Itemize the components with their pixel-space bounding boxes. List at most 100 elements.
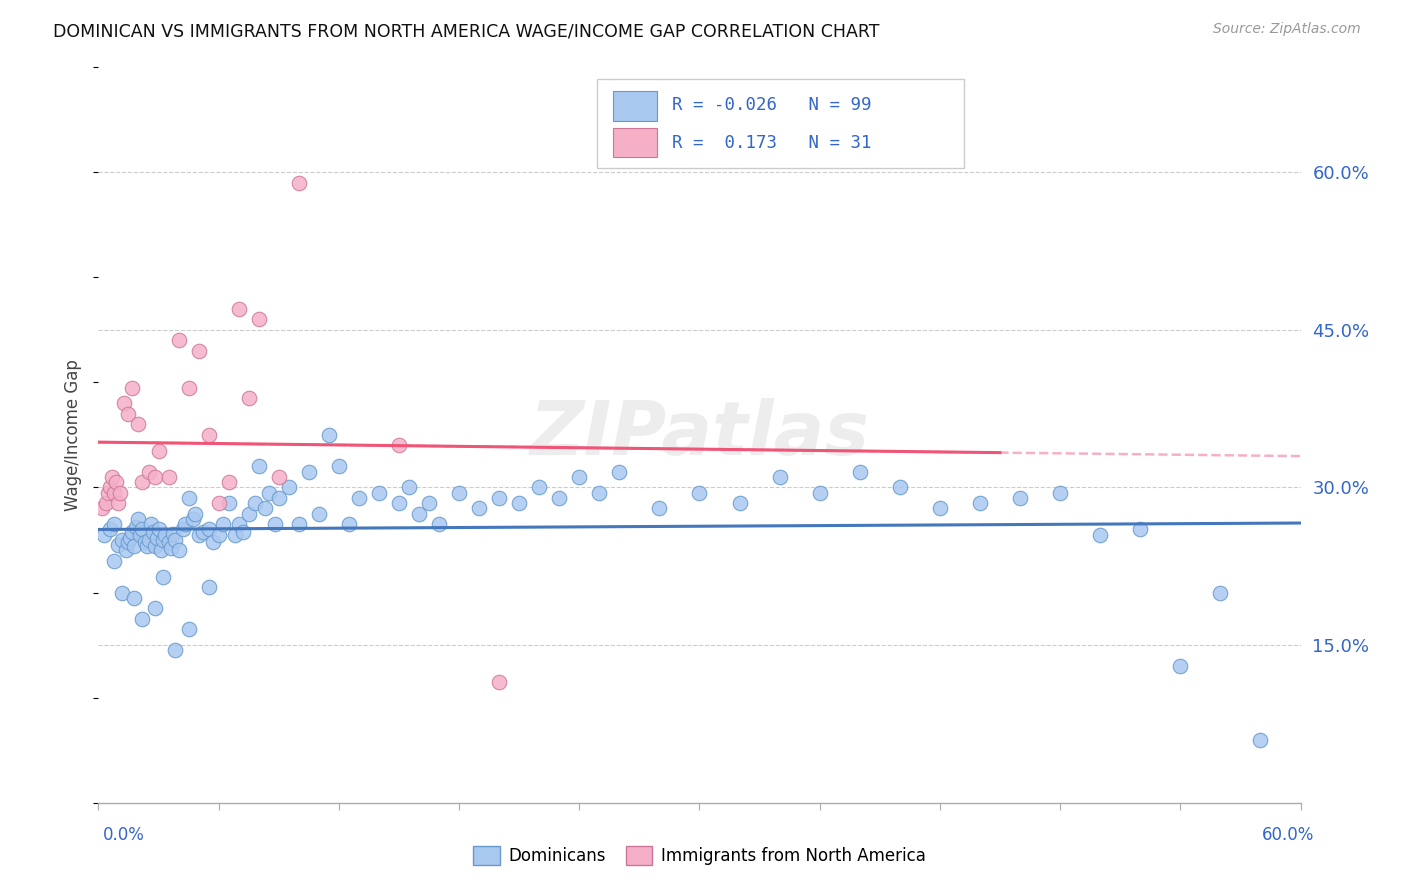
Point — [187, 527, 209, 541]
Point — [153, 527, 176, 541]
Point — [120, 531, 142, 545]
Point — [128, 512, 150, 526]
Point — [100, 480, 122, 494]
Point — [298, 465, 321, 479]
Point — [163, 533, 186, 547]
Point — [177, 491, 200, 505]
Point — [172, 523, 194, 537]
Text: 0.0%: 0.0% — [103, 826, 145, 844]
Point — [121, 524, 143, 539]
Point — [121, 380, 143, 394]
Point — [218, 496, 240, 510]
Point — [568, 470, 591, 484]
Point — [228, 301, 250, 316]
Point — [288, 176, 311, 190]
Point — [96, 496, 118, 510]
Point — [243, 496, 266, 510]
Text: DOMINICAN VS IMMIGRANTS FROM NORTH AMERICA WAGE/INCOME GAP CORRELATION CHART: DOMINICAN VS IMMIGRANTS FROM NORTH AMERI… — [53, 22, 880, 40]
Point — [115, 543, 138, 558]
Point — [447, 485, 470, 500]
Point — [181, 512, 204, 526]
Point — [488, 674, 510, 689]
Text: R =  0.173   N = 31: R = 0.173 N = 31 — [672, 135, 872, 153]
Point — [1250, 732, 1272, 747]
Point — [238, 507, 260, 521]
Point — [211, 517, 233, 532]
Point — [91, 501, 114, 516]
Point — [134, 535, 156, 549]
Point — [141, 524, 163, 539]
FancyBboxPatch shape — [598, 78, 965, 169]
Point — [388, 438, 411, 452]
Point — [145, 531, 167, 545]
Point — [548, 491, 571, 505]
Point — [1010, 491, 1032, 505]
Point — [107, 496, 129, 510]
Point — [247, 459, 270, 474]
FancyBboxPatch shape — [613, 128, 658, 157]
Point — [135, 539, 157, 553]
Point — [187, 343, 209, 358]
Y-axis label: Wage/Income Gap: Wage/Income Gap — [65, 359, 83, 511]
Point — [768, 470, 790, 484]
Point — [228, 517, 250, 532]
Point — [253, 501, 276, 516]
Point — [124, 539, 146, 553]
Point — [368, 485, 391, 500]
Text: Source: ZipAtlas.com: Source: ZipAtlas.com — [1213, 22, 1361, 37]
Point — [93, 527, 115, 541]
Point — [111, 585, 134, 599]
Point — [177, 623, 200, 637]
Point — [468, 501, 491, 516]
Point — [103, 517, 125, 532]
Point — [318, 427, 340, 442]
Point — [529, 480, 551, 494]
Point — [263, 517, 285, 532]
Point — [969, 496, 991, 510]
Point — [111, 533, 134, 547]
Point — [139, 517, 162, 532]
Point — [1170, 659, 1192, 673]
Point — [408, 507, 430, 521]
Point — [889, 480, 911, 494]
Point — [124, 591, 146, 605]
Point — [1088, 527, 1111, 541]
Point — [131, 523, 153, 537]
Point — [418, 496, 440, 510]
Point — [148, 443, 170, 458]
Point — [388, 496, 411, 510]
Point — [167, 543, 190, 558]
Point — [131, 612, 153, 626]
Point — [152, 533, 174, 547]
Point — [131, 475, 153, 490]
Point — [648, 501, 671, 516]
Point — [849, 465, 872, 479]
Point — [138, 465, 160, 479]
Point — [257, 485, 280, 500]
Point — [218, 475, 240, 490]
Point — [105, 475, 128, 490]
Point — [808, 485, 831, 500]
Point — [197, 580, 219, 594]
Legend: Dominicans, Immigrants from North America: Dominicans, Immigrants from North Americ… — [467, 839, 932, 871]
Point — [100, 523, 122, 537]
Point — [143, 470, 166, 484]
Point — [152, 570, 174, 584]
Point — [267, 491, 290, 505]
Point — [224, 527, 246, 541]
Point — [1129, 523, 1152, 537]
Point — [208, 496, 231, 510]
Point — [143, 539, 166, 553]
Point — [163, 643, 186, 657]
Point — [267, 470, 290, 484]
Point — [688, 485, 710, 500]
Point — [232, 524, 254, 539]
Text: R = -0.026   N = 99: R = -0.026 N = 99 — [672, 96, 872, 114]
Point — [728, 496, 751, 510]
Point — [277, 480, 299, 494]
Point — [183, 507, 205, 521]
Point — [159, 541, 181, 556]
Text: 60.0%: 60.0% — [1263, 826, 1315, 844]
Point — [117, 535, 139, 549]
Point — [1209, 585, 1232, 599]
